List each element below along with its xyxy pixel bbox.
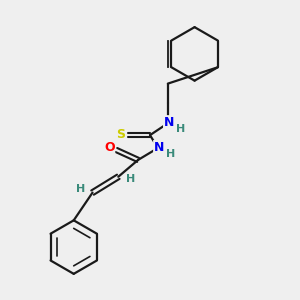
- Text: H: H: [176, 124, 185, 134]
- Text: S: S: [116, 128, 125, 141]
- Text: H: H: [166, 149, 176, 159]
- Text: O: O: [104, 140, 115, 154]
- Text: N: N: [164, 116, 174, 129]
- Text: H: H: [126, 174, 135, 184]
- Text: N: N: [154, 140, 164, 154]
- Text: H: H: [76, 184, 85, 194]
